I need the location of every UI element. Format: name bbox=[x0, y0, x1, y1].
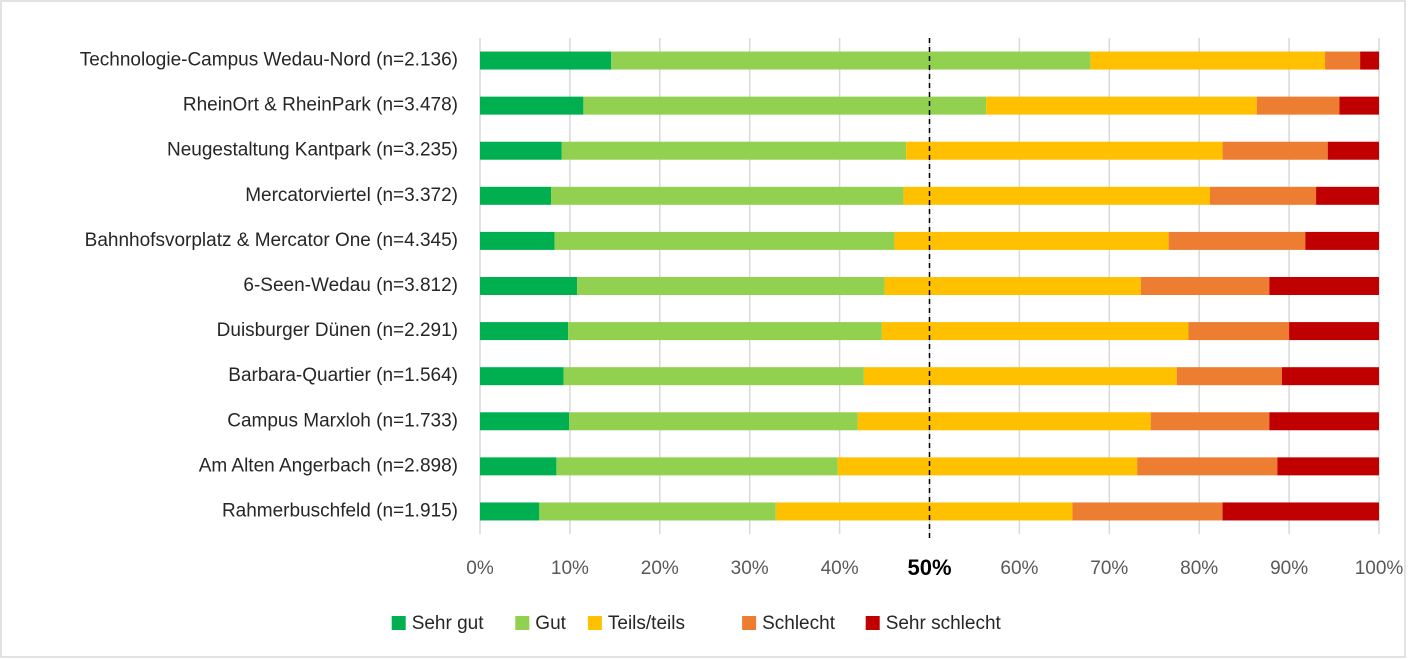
bar-segment bbox=[561, 141, 907, 160]
bar-segment bbox=[551, 186, 904, 205]
legend-label: Schlecht bbox=[762, 613, 836, 634]
bar-segment bbox=[480, 51, 612, 70]
y-tick-label: Rahmerbuschfeld (n=1.915) bbox=[222, 500, 458, 521]
bar-segment bbox=[569, 412, 858, 431]
bar-segment bbox=[539, 502, 776, 521]
y-tick-label: Mercatorviertel (n=3.372) bbox=[245, 185, 458, 206]
x-tick-label: 60% bbox=[1000, 558, 1038, 579]
bar-segment bbox=[1269, 412, 1379, 431]
legend-label: Gut bbox=[535, 613, 566, 634]
x-tick-label: 80% bbox=[1180, 558, 1218, 579]
bar-segment bbox=[1277, 457, 1379, 476]
legend-label: Sehr gut bbox=[412, 613, 485, 634]
y-tick-label: Bahnhofsvorplatz & Mercator One (n=4.345… bbox=[85, 230, 458, 251]
bar-segment bbox=[480, 457, 557, 476]
bar-segment bbox=[1176, 367, 1282, 386]
x-tick-label: 50% bbox=[907, 555, 951, 580]
bar-segment bbox=[1140, 277, 1270, 295]
x-tick-label: 0% bbox=[466, 558, 494, 579]
bar-segment bbox=[480, 231, 555, 250]
bar-segment bbox=[568, 322, 882, 341]
bar-segment bbox=[480, 367, 564, 386]
bar-segment bbox=[775, 502, 1073, 521]
y-tick-label: Duisburger Dünen (n=2.291) bbox=[217, 320, 458, 341]
bar-segment bbox=[1316, 186, 1379, 205]
bar-segment bbox=[1256, 96, 1340, 115]
y-tick-label: Am Alten Angerbach (n=2.898) bbox=[199, 455, 458, 476]
bar-segment bbox=[884, 277, 1141, 295]
bar-segment bbox=[611, 51, 1091, 70]
bar-segment bbox=[881, 322, 1189, 341]
bar-segment bbox=[1305, 231, 1379, 250]
bar-segment bbox=[1269, 277, 1379, 295]
bar-segment bbox=[577, 277, 885, 295]
x-tick-label: 30% bbox=[731, 558, 769, 579]
legend-label: Sehr schlecht bbox=[886, 613, 1002, 634]
bar-segment bbox=[863, 367, 1177, 386]
y-tick-label: Neugestaltung Kantpark (n=3.235) bbox=[167, 140, 458, 161]
bar-segment bbox=[563, 367, 864, 386]
bar-segment bbox=[480, 96, 584, 115]
bar-segment bbox=[1072, 502, 1223, 521]
x-tick-label: 10% bbox=[551, 558, 589, 579]
bar-segment bbox=[1168, 231, 1306, 250]
y-tick-label: RheinOrt & RheinPark (n=3.478) bbox=[183, 95, 458, 116]
bar-segment bbox=[480, 141, 562, 160]
bar-segment bbox=[903, 186, 1210, 205]
bar-segment bbox=[1137, 457, 1278, 476]
bar-segment bbox=[480, 186, 552, 205]
bar-segment bbox=[1339, 96, 1379, 115]
bar-segment bbox=[1222, 141, 1328, 160]
bar-segment bbox=[894, 231, 1169, 250]
x-tick-label: 70% bbox=[1090, 558, 1128, 579]
legend-swatch bbox=[515, 616, 530, 630]
bar-segment bbox=[1325, 51, 1361, 70]
bar-segment bbox=[837, 457, 1138, 476]
legend-label: Teils/teils bbox=[608, 613, 685, 634]
bar-segment bbox=[1150, 412, 1270, 431]
bar-segment bbox=[554, 231, 895, 250]
y-tick-label: 6-Seen-Wedau (n=3.812) bbox=[243, 275, 458, 296]
bar-segment bbox=[556, 457, 838, 476]
legend-swatch bbox=[587, 616, 602, 630]
bar-segment bbox=[480, 277, 578, 295]
y-tick-label: Barbara-Quartier (n=1.564) bbox=[228, 365, 458, 386]
bar-segment bbox=[1360, 51, 1379, 70]
bar-segment bbox=[1327, 141, 1379, 160]
bar-segment bbox=[1188, 322, 1290, 341]
bar-segment bbox=[480, 502, 540, 521]
bar-segment bbox=[1289, 322, 1379, 341]
y-tick-label: Technologie-Campus Wedau-Nord (n=2.136) bbox=[80, 50, 458, 71]
bar-segment bbox=[1222, 502, 1379, 521]
bar-segment bbox=[480, 322, 569, 341]
legend-swatch bbox=[742, 616, 757, 630]
legend-swatch bbox=[391, 616, 406, 630]
bar-segment bbox=[906, 141, 1223, 160]
bar-segment bbox=[986, 96, 1257, 115]
legend-swatch bbox=[865, 616, 880, 630]
bar-segment bbox=[1281, 367, 1379, 386]
x-tick-label: 100% bbox=[1355, 558, 1404, 579]
bar-segment bbox=[480, 412, 570, 431]
x-tick-label: 40% bbox=[821, 558, 859, 579]
x-tick-label: 90% bbox=[1270, 558, 1308, 579]
bar-segment bbox=[1090, 51, 1326, 70]
x-tick-label: 20% bbox=[641, 558, 679, 579]
bar-segment bbox=[857, 412, 1151, 431]
y-tick-label: Campus Marxloh (n=1.733) bbox=[227, 410, 458, 431]
bar-segment bbox=[583, 96, 987, 115]
bar-segment bbox=[1209, 186, 1317, 205]
